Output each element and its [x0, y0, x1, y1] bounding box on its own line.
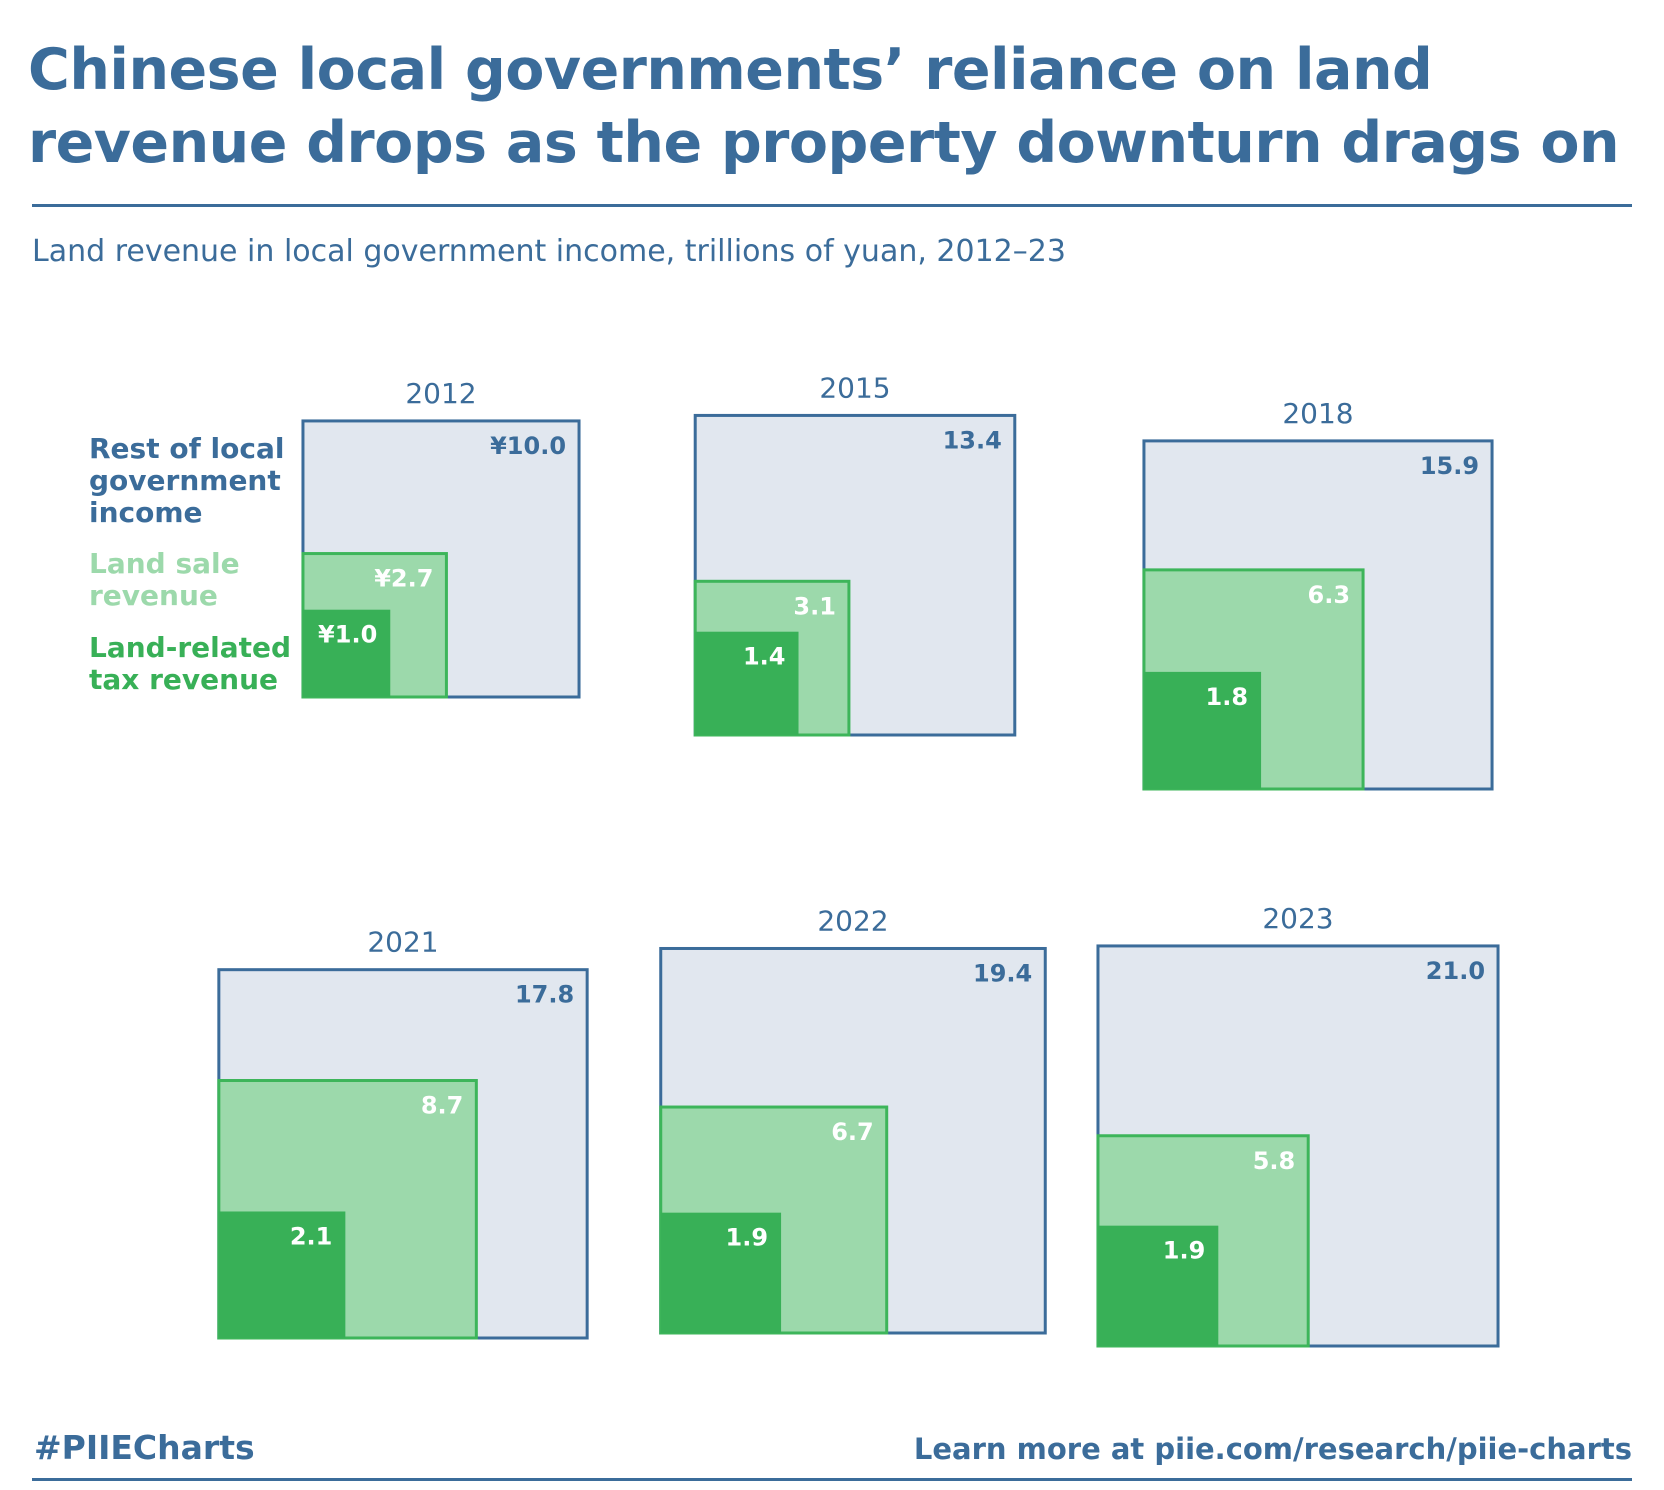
land-tax-square: [302, 609, 391, 697]
year-label: 2021: [367, 926, 438, 959]
land-tax-square: [1143, 671, 1262, 789]
footer-divider: [32, 1478, 1632, 1481]
total-value-label: 21.0: [1426, 957, 1485, 985]
land-tax-value-label: 1.4: [743, 643, 786, 671]
land-sale-value-label: ¥2.7: [374, 565, 433, 593]
land-tax-square: [1097, 1225, 1219, 1346]
legend-land-tax: Land-related: [89, 631, 291, 664]
legend-rest-income: government: [89, 464, 281, 497]
land-tax-value-label: ¥1.0: [318, 621, 377, 649]
year-label: 2023: [1262, 902, 1333, 935]
hashtag-label: #PIIECharts: [34, 1428, 255, 1467]
title-divider: [32, 204, 1632, 207]
legend-land-sale: Land sale: [89, 547, 240, 580]
land-sale-value-label: 8.7: [421, 1092, 464, 1120]
land-sale-value-label: 6.3: [1308, 581, 1351, 609]
land-sale-value-label: 5.8: [1253, 1147, 1296, 1175]
nested-squares-chart: 2012 ¥10.0 ¥2.7 ¥1.0 2015 13.4 3.11.4 2018 15.9 6…: [89, 371, 1500, 1348]
legend-land-tax: tax revenue: [89, 663, 278, 696]
land-tax-square: [660, 1212, 782, 1333]
year-label: 2015: [819, 371, 890, 404]
legend-rest-income: Rest of local: [89, 432, 284, 465]
total-value-label: 13.4: [943, 426, 1002, 454]
year-label: 2022: [817, 904, 888, 937]
legend-rest-income: income: [89, 496, 203, 529]
total-value-label: 19.4: [973, 959, 1032, 987]
year-label: 2012: [405, 377, 476, 410]
land-tax-square: [218, 1211, 346, 1338]
learn-more-link[interactable]: Learn more at piie.com/research/piie-cha…: [913, 1432, 1632, 1466]
land-tax-value-label: 2.1: [290, 1222, 333, 1250]
chart-subtitle: Land revenue in local government income,…: [32, 234, 1066, 269]
land-tax-value-label: 1.9: [1163, 1237, 1206, 1265]
land-tax-square: [695, 631, 799, 735]
chart-title: Chinese local governments’ reliance on l…: [28, 37, 1620, 176]
land-tax-value-label: 1.9: [726, 1224, 769, 1252]
land-sale-value-label: 3.1: [793, 592, 836, 620]
land-tax-value-label: 1.8: [1206, 683, 1249, 711]
total-value-label: 17.8: [515, 981, 574, 1009]
total-value-label: 15.9: [1420, 452, 1479, 480]
land-sale-value-label: 6.7: [831, 1118, 874, 1146]
year-label: 2018: [1282, 397, 1353, 430]
legend-land-sale: revenue: [89, 579, 218, 612]
total-value-label: ¥10.0: [490, 432, 566, 460]
